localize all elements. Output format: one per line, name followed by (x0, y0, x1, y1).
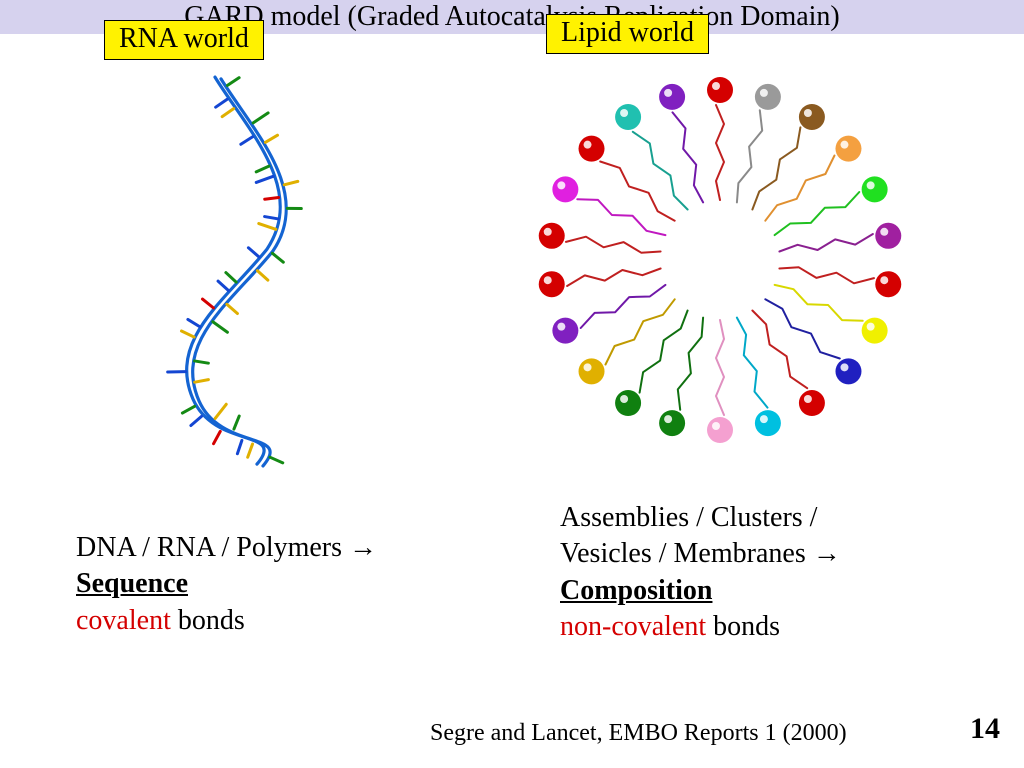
lipid-diagram (520, 60, 920, 460)
caption-lipid-key: Composition (560, 575, 712, 606)
rna-diagram (140, 70, 400, 470)
caption-rna-bond-red: covalent (76, 605, 171, 636)
citation: Segre and Lancet, EMBO Reports 1 (2000) (430, 720, 847, 747)
caption-lipid-line1: Assemblies / Clusters / (560, 502, 817, 533)
lipid-world-label: Lipid world (546, 14, 709, 54)
caption-rna-line1: DNA / RNA / Polymers → (76, 532, 377, 563)
lipid-world-label-text: Lipid world (561, 17, 694, 48)
caption-lipid: Assemblies / Clusters / Vesicles / Membr… (560, 500, 980, 646)
page-number: 14 (970, 712, 1000, 746)
caption-rna-bond-rest: bonds (171, 605, 245, 636)
caption-rna-key: Sequence (76, 568, 188, 599)
caption-lipid-bond-rest: bonds (706, 611, 780, 642)
citation-text: Segre and Lancet, EMBO Reports 1 (2000) (430, 720, 847, 746)
caption-lipid-line2: Vesicles / Membranes → (560, 538, 841, 569)
rna-world-label: RNA world (104, 20, 264, 60)
page-number-text: 14 (970, 712, 1000, 745)
caption-rna: DNA / RNA / Polymers → Sequence covalent… (76, 530, 456, 639)
page-title: GARD model (Graded Autocatalysis Replica… (184, 1, 840, 32)
rna-world-label-text: RNA world (119, 23, 249, 54)
caption-lipid-bond-red: non-covalent (560, 611, 706, 642)
